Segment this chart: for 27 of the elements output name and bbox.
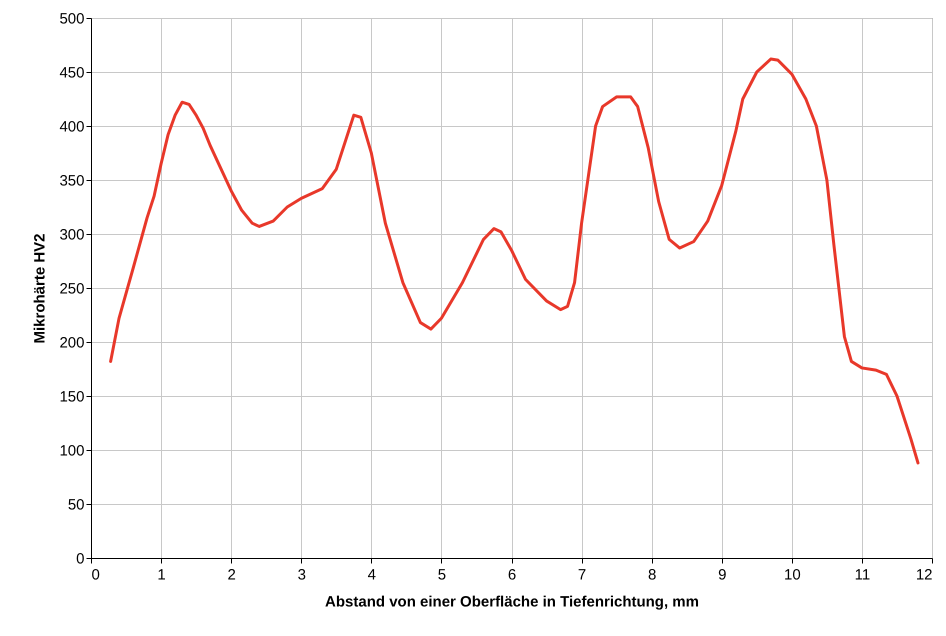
x-tick-label: 1	[157, 566, 166, 584]
y-axis-title: Mikrohärte HV2	[31, 233, 48, 344]
line-series	[109, 58, 920, 464]
y-tick-label: 500	[59, 10, 84, 28]
x-tick-label: 3	[298, 566, 306, 584]
y-tick-label: 250	[59, 280, 84, 298]
x-tick-label: 10	[784, 566, 801, 584]
x-tick-label: 12	[916, 566, 932, 584]
x-tick-label: 2	[227, 566, 236, 584]
x-tick-label: 0	[92, 566, 100, 584]
y-tick-label: 400	[59, 118, 84, 136]
x-tick-label: 7	[578, 566, 586, 584]
y-tick-label: 100	[59, 442, 84, 460]
x-axis-title: Abstand von einer Oberfläche in Tiefenrichtung, mm	[325, 594, 699, 610]
y-tick-label: 0	[76, 550, 84, 568]
x-tick-label: 5	[438, 566, 446, 584]
x-tick-label: 8	[648, 566, 656, 584]
y-tick-label: 150	[59, 388, 84, 406]
y-tick-label: 350	[59, 172, 84, 190]
y-tick-label: 200	[59, 334, 84, 352]
x-tick-label: 9	[718, 566, 726, 584]
x-tick-label: 4	[368, 566, 376, 584]
y-tick-label: 50	[68, 496, 84, 514]
y-tick-label: 300	[59, 226, 84, 244]
x-tick-label: 6	[508, 566, 516, 584]
y-tick-label: 450	[59, 64, 84, 82]
x-tick-label: 11	[854, 566, 870, 584]
